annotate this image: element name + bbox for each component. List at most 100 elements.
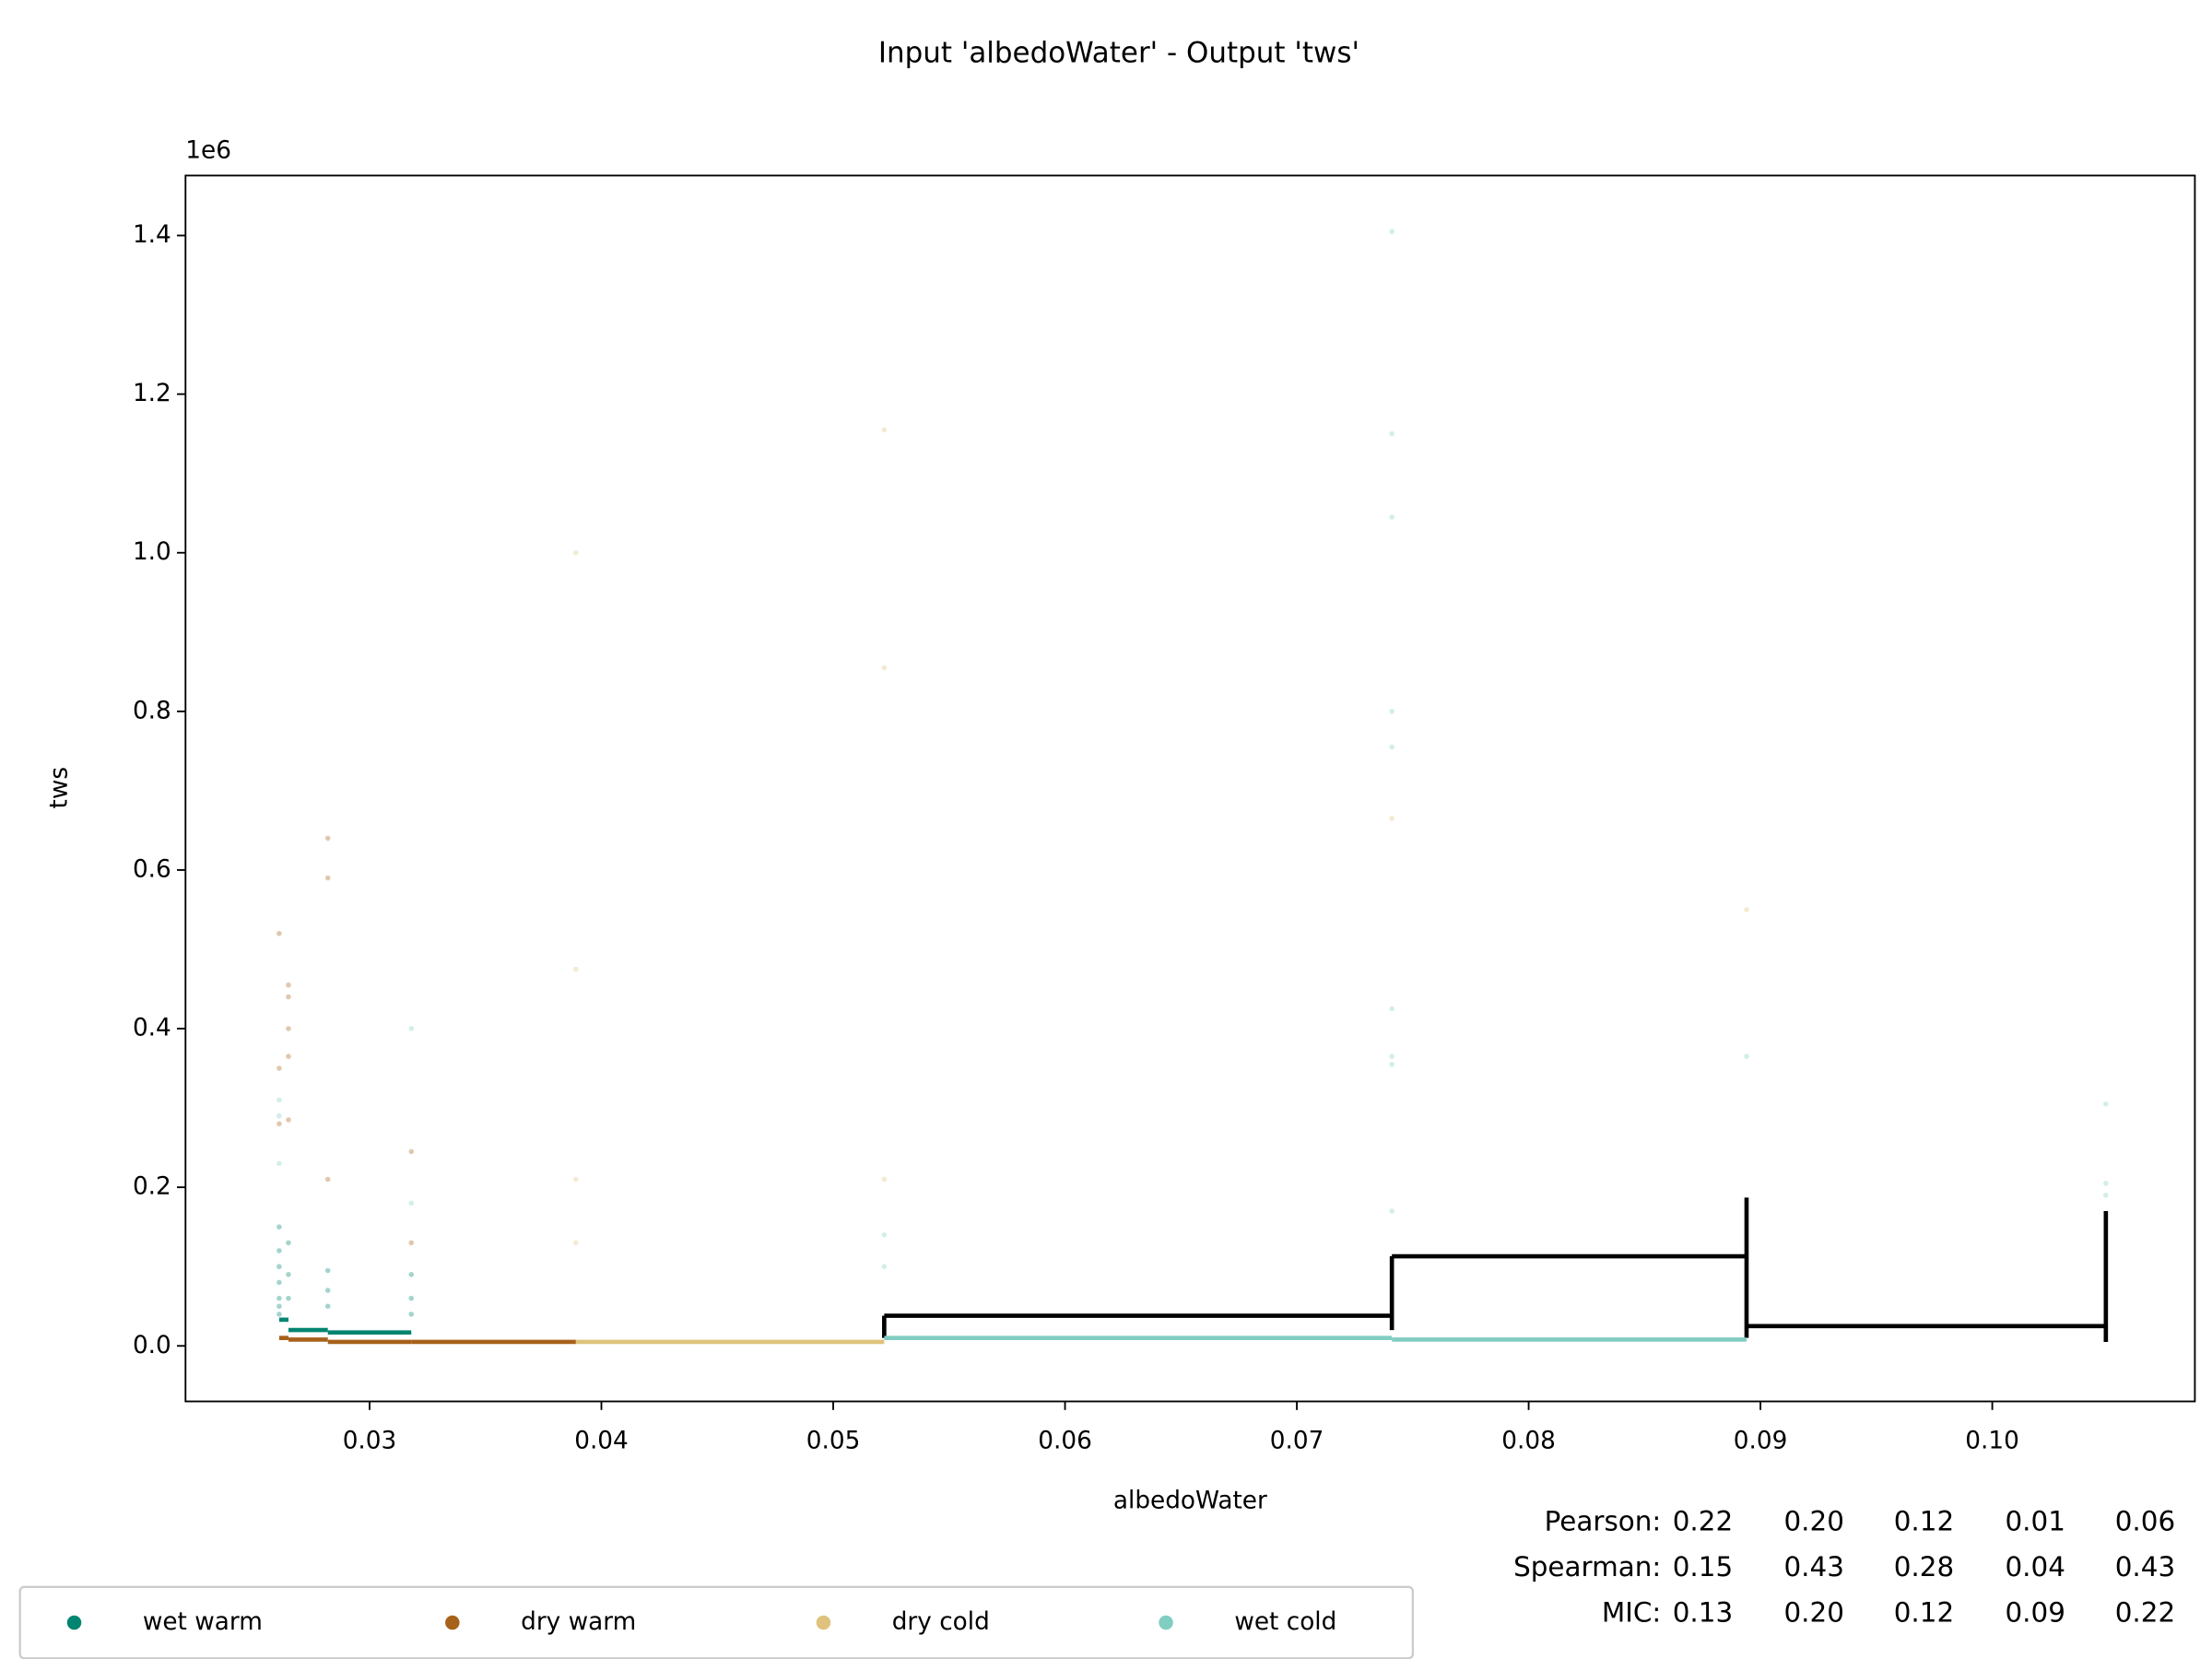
point (286, 1117, 291, 1123)
x-tick-label: 0.08 (1501, 1427, 1556, 1454)
y-axis-label: tws (46, 767, 74, 809)
point (1389, 816, 1394, 821)
stat-label: Pearson: (1545, 1506, 1662, 1537)
point (881, 665, 888, 671)
stat-value: 0.20 (1783, 1506, 1843, 1537)
point (276, 1112, 282, 1119)
y-tick-label: 0.8 (133, 697, 171, 724)
x-axis-label: albedoWater (1113, 1487, 1267, 1514)
x-tick-label: 0.04 (574, 1427, 629, 1454)
point (276, 1097, 282, 1103)
point (1389, 1208, 1394, 1214)
point (1389, 514, 1394, 520)
point (408, 1312, 415, 1317)
point (1389, 1061, 1394, 1067)
point (1389, 430, 1394, 437)
stat-value: 0.28 (1894, 1551, 1954, 1583)
stat-value: 0.20 (1783, 1597, 1843, 1629)
stat-value: 0.22 (1673, 1506, 1733, 1537)
plot-area (276, 229, 2109, 1345)
legend-marker (1159, 1615, 1173, 1630)
legend-marker (66, 1615, 82, 1630)
point (276, 1279, 282, 1286)
point (408, 1026, 415, 1031)
point (286, 1240, 291, 1246)
point (276, 1065, 282, 1071)
point (324, 1288, 331, 1293)
point (573, 1240, 579, 1246)
y-tick-label: 0.2 (133, 1173, 171, 1201)
point (1389, 229, 1394, 234)
point (276, 1303, 282, 1310)
point (573, 549, 579, 556)
point (324, 875, 331, 881)
y-tick-label: 0.0 (133, 1332, 171, 1359)
legend-label: dry cold (892, 1608, 990, 1636)
legend-marker (445, 1615, 460, 1630)
y-tick-label: 1.0 (133, 538, 171, 566)
point (324, 1176, 331, 1182)
y-offset-label: 1e6 (185, 137, 231, 165)
stat-value: 0.01 (2005, 1506, 2065, 1537)
stat-value: 0.09 (2005, 1597, 2065, 1629)
point (408, 1200, 415, 1206)
point (276, 1121, 282, 1127)
stat-value: 0.15 (1673, 1551, 1733, 1583)
point (408, 1295, 415, 1301)
point (286, 994, 291, 1000)
point (2103, 1192, 2109, 1198)
point (1389, 744, 1394, 750)
point (408, 1240, 415, 1246)
legend-label: dry warm (521, 1608, 636, 1636)
x-tick-label: 0.07 (1270, 1427, 1324, 1454)
point (276, 931, 282, 936)
y-tick-label: 0.6 (133, 855, 171, 883)
legend-label: wet cold (1234, 1608, 1336, 1636)
y-tick-label: 1.4 (133, 221, 171, 249)
point (1389, 709, 1394, 714)
stat-value: 0.04 (2005, 1551, 2065, 1583)
stat-value: 0.06 (2115, 1506, 2175, 1537)
point (324, 1303, 331, 1310)
point (286, 1272, 291, 1277)
point (881, 1176, 888, 1182)
y-tick-label: 0.4 (133, 1015, 171, 1042)
legend-label: wet warm (143, 1608, 263, 1636)
x-tick-label: 0.06 (1038, 1427, 1092, 1454)
point (324, 835, 331, 841)
point (1744, 907, 1749, 912)
stat-value: 0.13 (1673, 1597, 1733, 1629)
point (573, 966, 579, 972)
x-tick-label: 0.09 (1734, 1427, 1788, 1454)
stat-value: 0.43 (1783, 1551, 1843, 1583)
point (286, 1026, 291, 1031)
stat-label: Spearman: (1513, 1551, 1661, 1583)
stat-value: 0.43 (2115, 1551, 2175, 1583)
point (2103, 1101, 2109, 1107)
point (286, 1053, 291, 1059)
x-tick-label: 0.03 (343, 1427, 397, 1454)
stat-label: MIC: (1602, 1597, 1661, 1629)
point (408, 1272, 415, 1277)
stat-value: 0.22 (2115, 1597, 2175, 1629)
point (881, 1264, 888, 1270)
legend-marker (816, 1615, 831, 1630)
point (276, 1295, 282, 1301)
stat-value: 0.12 (1894, 1597, 1954, 1629)
x-tick-label: 0.10 (1965, 1427, 2019, 1454)
y-tick-label: 1.2 (133, 380, 171, 407)
stat-value: 0.12 (1894, 1506, 1954, 1537)
point (1389, 1053, 1394, 1059)
point (276, 1224, 282, 1230)
plot-frame (184, 174, 2196, 1403)
legend-box (18, 1585, 1415, 1659)
point (276, 1160, 282, 1167)
x-tick-label: 0.05 (806, 1427, 861, 1454)
point (286, 1295, 291, 1301)
point (881, 1232, 888, 1238)
point (408, 1148, 415, 1155)
point (286, 982, 291, 988)
point (881, 427, 888, 433)
point (276, 1248, 282, 1253)
